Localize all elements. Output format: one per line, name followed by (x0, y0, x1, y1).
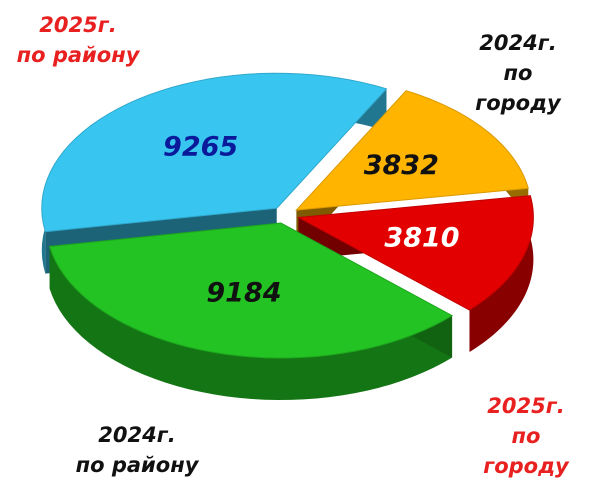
slice-side (469, 195, 534, 353)
slice (296, 195, 534, 311)
value-label: 9265 (163, 132, 238, 163)
value-label: 9184 (206, 278, 281, 309)
slice-side (49, 246, 453, 401)
category-label: 2024г. по городу (475, 31, 561, 115)
value-label: 3810 (384, 223, 459, 254)
category-label: 2024г. по району (75, 423, 199, 477)
slice (295, 90, 529, 211)
value-label: 3832 (364, 150, 439, 181)
category-label: 2025г. по городу (483, 394, 569, 478)
category-label: 2025г. по району (16, 13, 140, 67)
slice (48, 222, 454, 359)
slice (41, 72, 388, 233)
